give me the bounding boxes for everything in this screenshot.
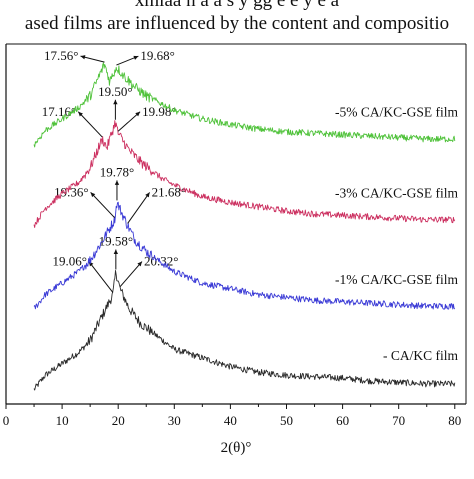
series-label-1: - CA/KC film — [383, 348, 459, 363]
peak-arrowhead — [114, 180, 120, 185]
caption-line-1: xmlaa n a a s y gg e e y e a — [134, 0, 340, 11]
x-tick-label: 80 — [448, 413, 461, 428]
peak-arrow — [127, 192, 151, 224]
x-tick-label: 40 — [224, 413, 237, 428]
peak-arrowhead — [135, 111, 141, 117]
x-tick-label: 10 — [56, 413, 69, 428]
peak-arrow — [117, 111, 141, 132]
series-line-1 — [33, 270, 456, 391]
peak-label: 20.32° — [144, 254, 178, 269]
peak-arrow — [88, 261, 114, 293]
series-line-3 — [33, 120, 456, 228]
caption-line-2: ased films are influenced by the content… — [24, 13, 450, 34]
peak-arrowhead — [80, 55, 86, 60]
series-line-4 — [33, 62, 456, 148]
series-label-4: -5% CA/KC-GSE film — [335, 105, 458, 120]
peak-label: 21.68° — [152, 184, 186, 199]
x-tick-label: 20 — [112, 413, 125, 428]
peak-arrowhead — [133, 55, 139, 60]
peak-arrow — [119, 261, 143, 288]
peak-arrow — [90, 192, 115, 219]
peak-label: 19.78° — [100, 164, 134, 179]
series-label-3: -3% CA/KC-GSE film — [335, 185, 458, 200]
peak-arrowhead — [113, 99, 118, 105]
peak-label: 19.58° — [99, 234, 133, 249]
peak-arrowhead — [88, 261, 94, 267]
peak-label: 17.16° — [42, 104, 76, 119]
peak-arrowhead — [113, 249, 119, 255]
x-tick-label: 30 — [168, 413, 181, 428]
peak-arrowhead — [137, 261, 142, 267]
x-tick-label: 60 — [336, 413, 349, 428]
peak-label: 19.50° — [98, 84, 132, 99]
peak-arrowhead — [78, 111, 83, 117]
x-axis-label: 2(θ)° — [221, 440, 252, 456]
peak-arrowhead — [90, 192, 96, 198]
peak-arrow — [77, 111, 103, 138]
peak-label: 17.56° — [44, 48, 78, 63]
series-line-2 — [33, 201, 456, 310]
x-tick-label: 0 — [3, 413, 10, 428]
peak-label: 19.36° — [54, 184, 88, 199]
peak-label: 19.68° — [140, 48, 174, 63]
x-tick-label: 70 — [392, 413, 405, 428]
peak-arrowhead — [145, 192, 150, 198]
x-tick-label: 50 — [280, 413, 293, 428]
peak-label: 19.06° — [52, 254, 86, 269]
series-label-2: -1% CA/KC-GSE film — [335, 272, 458, 287]
